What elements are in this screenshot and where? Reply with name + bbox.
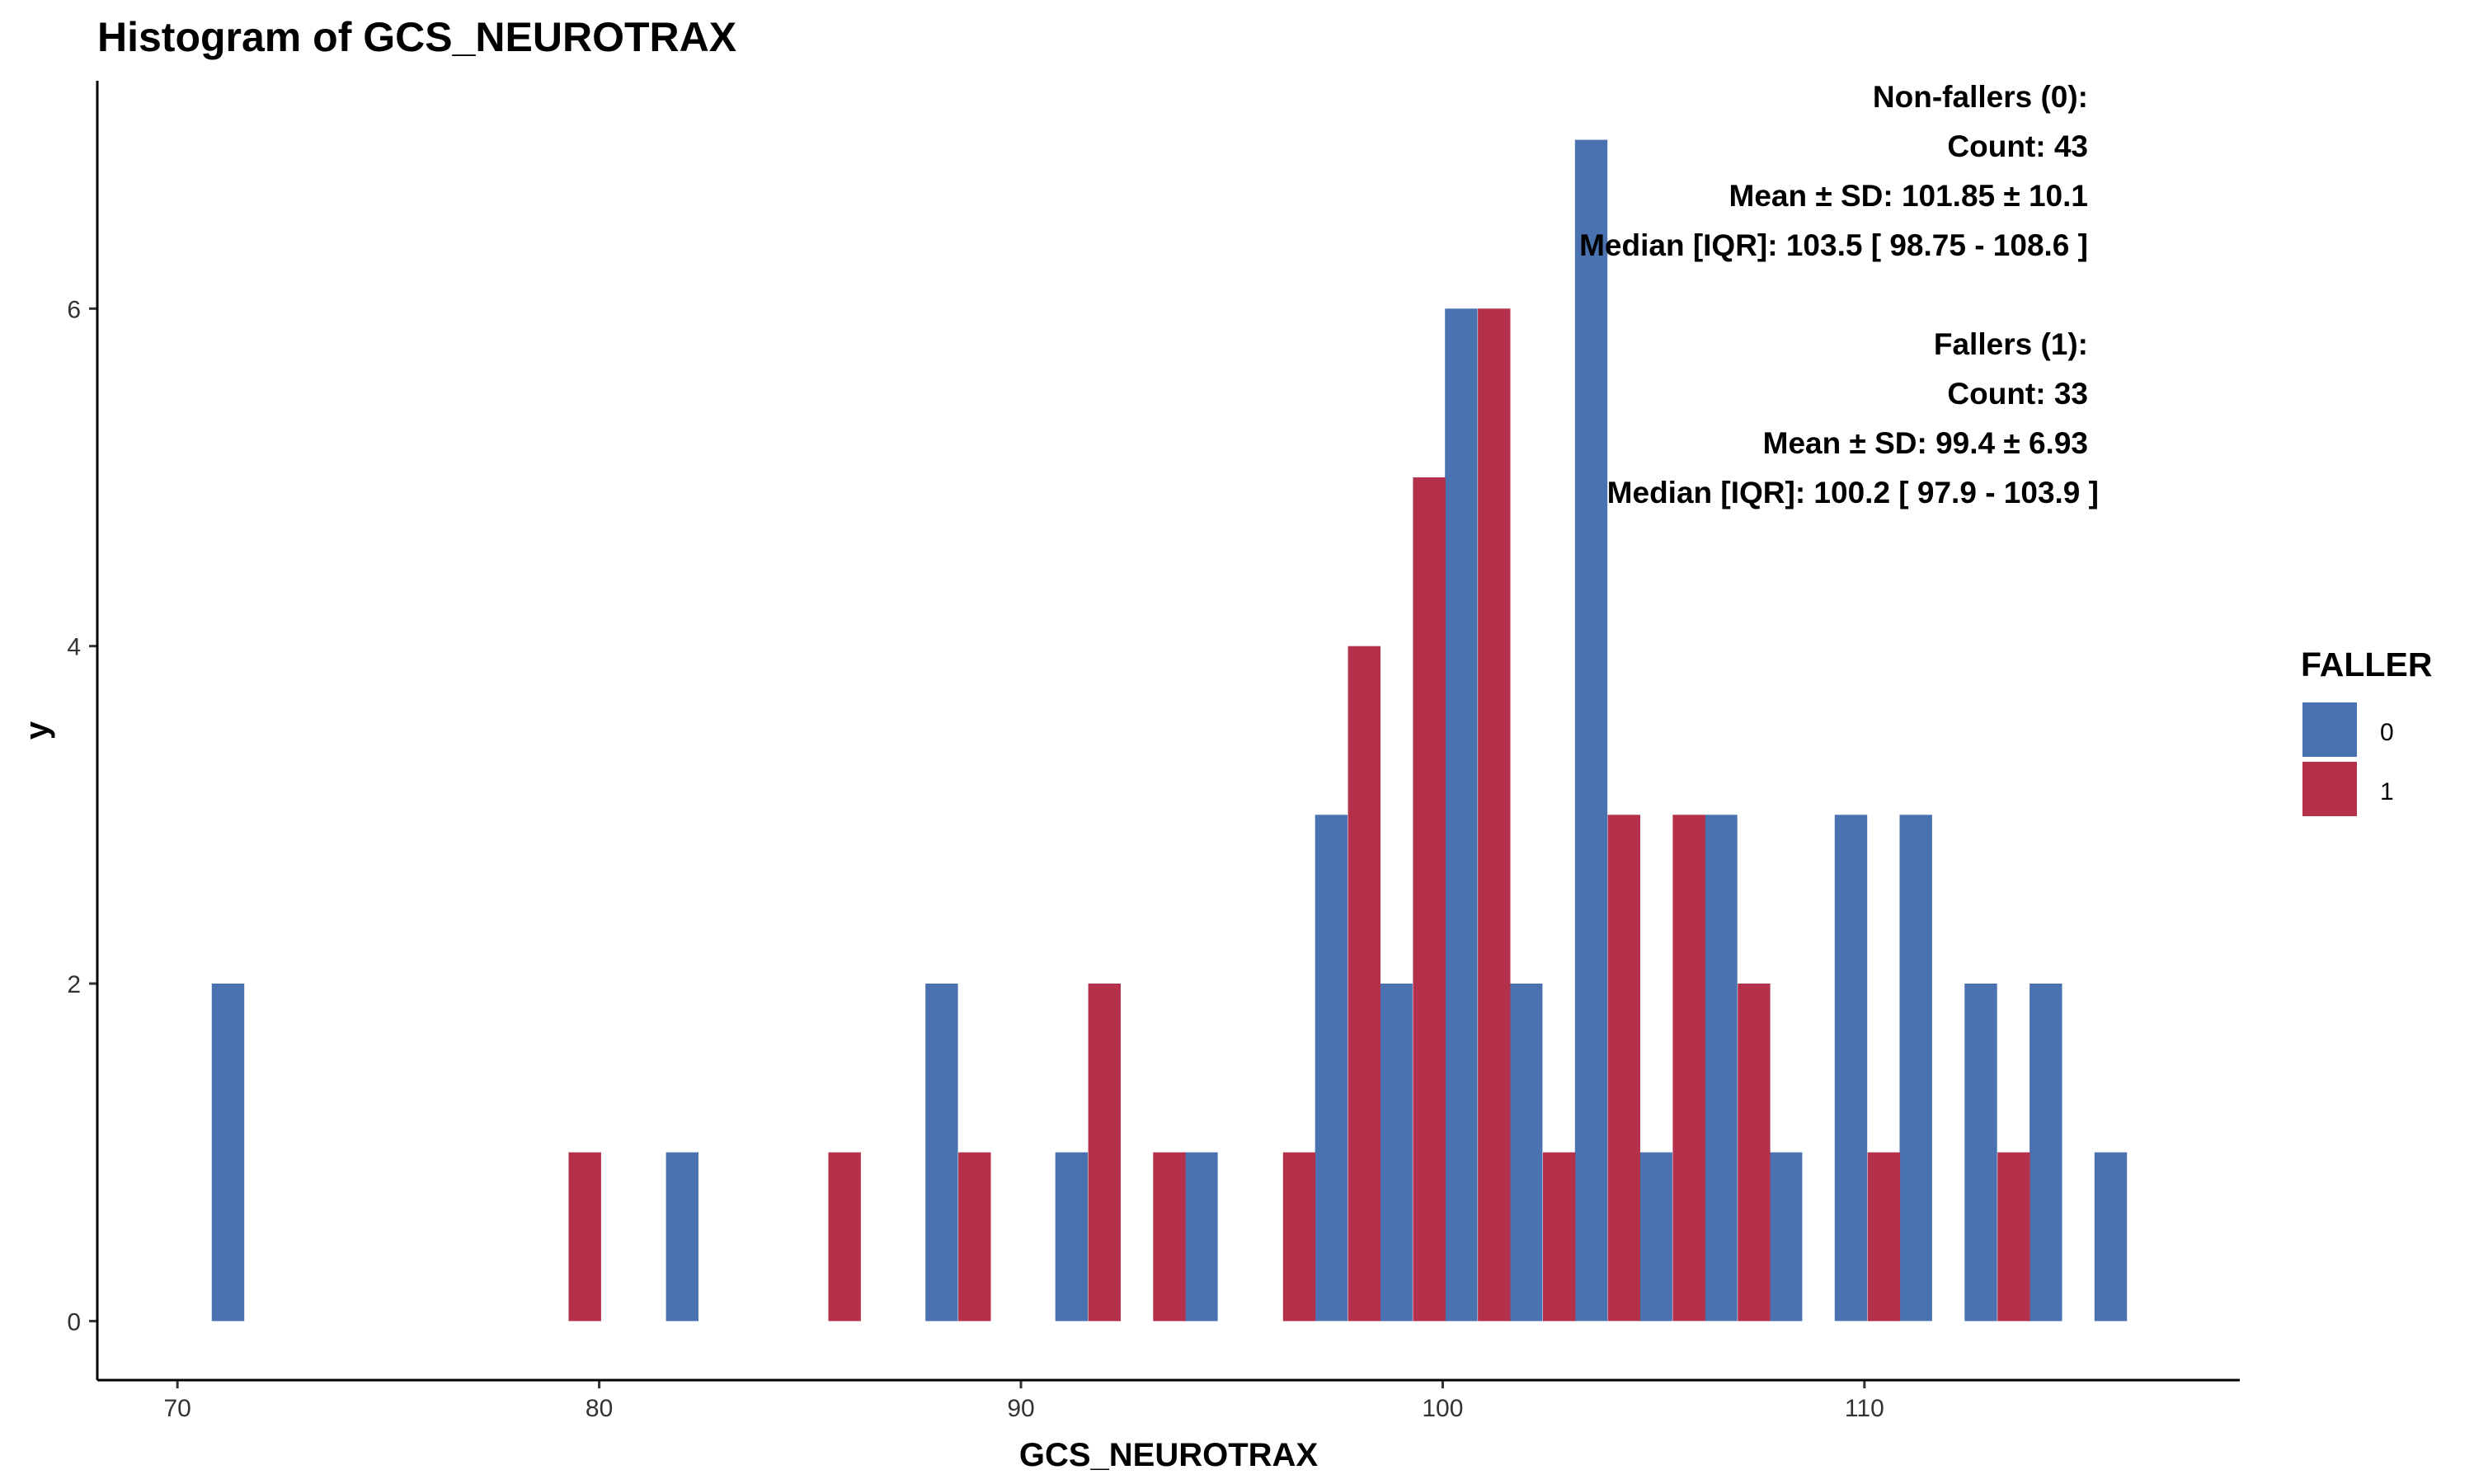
bar-faller-0-9 <box>1574 139 1608 1322</box>
bar-faller-1-6 <box>1348 646 1380 1322</box>
chart-title: Histogram of GCS_NEUROTRAX <box>97 14 736 60</box>
bar-faller-0-4 <box>1185 1152 1218 1322</box>
bar-faller-0-0 <box>211 984 245 1322</box>
bar-faller-0-16 <box>2030 984 2062 1322</box>
x-axis-title: GCS_NEUROTRAX <box>1019 1437 1319 1473</box>
bar-faller-1-10 <box>1607 815 1640 1322</box>
legend-key-1 <box>2302 762 2357 816</box>
bar-faller-1-5 <box>1282 1152 1316 1322</box>
bar-faller-0-8 <box>1510 984 1543 1322</box>
annotation-fallers-header: Fallers (1): <box>1934 327 2088 361</box>
bar-faller-0-2 <box>925 984 958 1322</box>
bar-faller-0-5 <box>1315 815 1348 1322</box>
y-tick-label-4: 4 <box>67 634 81 661</box>
legend-label-0: 0 <box>2380 719 2394 746</box>
bar-faller-0-17 <box>2094 1152 2128 1322</box>
x-tick-label-100: 100 <box>1422 1395 1463 1422</box>
bar-faller-0-11 <box>1705 815 1738 1322</box>
bar-faller-1-14 <box>1997 1152 2030 1322</box>
annotation-fallers-median-iqr: Median [IQR]: 100.2 [ 97.9 - 103.9 ] <box>1607 476 2099 510</box>
bar-faller-1-12 <box>1738 984 1771 1322</box>
bar-faller-0-6 <box>1380 984 1413 1322</box>
bar-faller-0-10 <box>1639 1152 1672 1322</box>
annotation-nonfallers-count: Count: 43 <box>1947 129 2088 163</box>
x-axis-ticks: 70 80 90 100 110 <box>163 1380 1884 1422</box>
bar-faller-1-1 <box>828 1152 861 1322</box>
bar-faller-1-3 <box>1088 984 1121 1322</box>
y-tick-label-6: 6 <box>67 296 81 323</box>
x-tick-label-110: 110 <box>1845 1395 1884 1422</box>
bar-faller-0-7 <box>1445 308 1478 1322</box>
annotation-fallers-count: Count: 33 <box>1947 377 2088 411</box>
annotation-nonfallers-header: Non-fallers (0): <box>1873 80 2088 114</box>
bar-faller-1-8 <box>1478 308 1511 1322</box>
bars-layer <box>211 139 2128 1322</box>
stats-annotation: Non-fallers (0): Count: 43 Mean ± SD: 10… <box>1579 80 2099 510</box>
legend-key-0 <box>2302 702 2357 757</box>
bar-faller-1-9 <box>1542 1152 1576 1322</box>
bar-faller-0-15 <box>1964 984 1997 1322</box>
y-axis-ticks: 0 2 4 6 <box>67 296 97 1336</box>
x-tick-label-90: 90 <box>1007 1395 1034 1422</box>
bar-faller-0-12 <box>1770 1152 1803 1322</box>
x-tick-label-70: 70 <box>163 1395 190 1422</box>
legend-title: FALLER <box>2301 646 2432 683</box>
bar-faller-0-3 <box>1055 1152 1089 1322</box>
bar-faller-1-13 <box>1867 1152 1901 1322</box>
y-tick-label-0: 0 <box>67 1308 81 1336</box>
bar-faller-0-13 <box>1834 815 1868 1322</box>
x-tick-label-80: 80 <box>586 1395 613 1422</box>
legend: FALLER 0 1 <box>2301 646 2432 816</box>
legend-label-1: 1 <box>2380 778 2394 805</box>
bar-faller-1-0 <box>568 1152 601 1322</box>
annotation-nonfallers-mean-sd: Mean ± SD: 101.85 ± 10.1 <box>1729 179 2089 213</box>
y-tick-label-2: 2 <box>67 971 81 998</box>
bar-faller-0-14 <box>1899 815 1932 1322</box>
bar-faller-1-7 <box>1413 477 1446 1322</box>
bar-faller-0-1 <box>666 1152 698 1322</box>
bar-faller-1-11 <box>1672 815 1705 1322</box>
annotation-nonfallers-median-iqr: Median [IQR]: 103.5 [ 98.75 - 108.6 ] <box>1579 228 2088 262</box>
annotation-fallers-mean-sd: Mean ± SD: 99.4 ± 6.93 <box>1763 426 2088 460</box>
bar-faller-1-2 <box>958 1152 991 1322</box>
y-axis-title: y <box>19 721 55 740</box>
bar-faller-1-4 <box>1153 1152 1186 1322</box>
